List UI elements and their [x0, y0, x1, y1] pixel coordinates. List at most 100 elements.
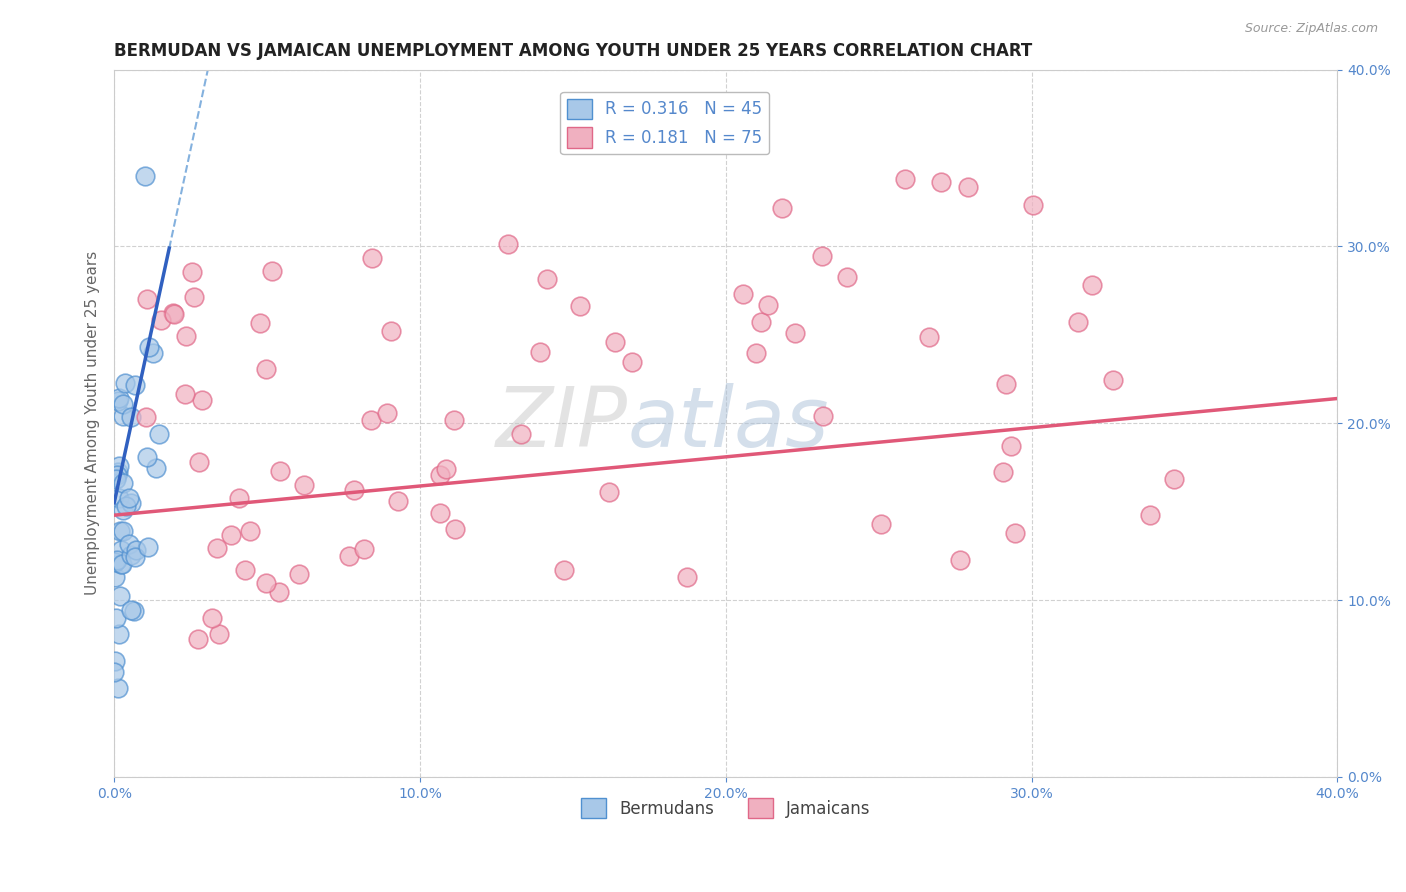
Point [811, 409, 834, 424]
Point [956, 179, 979, 194]
Point [929, 175, 952, 189]
Point [260, 264, 283, 278]
Point [949, 553, 972, 567]
Point [994, 376, 1017, 391]
Point [120, 548, 142, 562]
Point [770, 201, 793, 215]
Point [536, 271, 558, 285]
Point [110, 543, 132, 558]
Point [1081, 277, 1104, 292]
Point [107, 465, 129, 479]
Point [208, 627, 231, 641]
Point [105, 472, 128, 486]
Point [107, 394, 129, 409]
Point [387, 493, 409, 508]
Point [1022, 198, 1045, 212]
Point [110, 558, 132, 572]
Point [893, 172, 915, 186]
Point [443, 413, 465, 427]
Point [337, 549, 360, 563]
Point [183, 290, 205, 304]
Point [756, 298, 779, 312]
Point [108, 392, 131, 406]
Point [105, 611, 128, 625]
Legend: Bermudans, Jamaicans: Bermudans, Jamaicans [575, 791, 877, 825]
Point [553, 563, 575, 577]
Point [249, 317, 271, 331]
Point [124, 378, 146, 392]
Point [187, 632, 209, 646]
Text: BERMUDAN VS JAMAICAN UNEMPLOYMENT AMONG YOUTH UNDER 25 YEARS CORRELATION CHART: BERMUDAN VS JAMAICAN UNEMPLOYMENT AMONG … [114, 42, 1032, 60]
Point [270, 464, 292, 478]
Point [205, 541, 228, 556]
Y-axis label: Unemployment Among Youth under 25 years: Unemployment Among Youth under 25 years [86, 252, 100, 595]
Point [163, 308, 186, 322]
Point [136, 292, 159, 306]
Point [118, 537, 141, 551]
Point [105, 468, 128, 483]
Point [360, 413, 382, 427]
Point [162, 306, 184, 320]
Point [107, 458, 129, 473]
Point [605, 334, 627, 349]
Point [267, 585, 290, 599]
Point [361, 252, 384, 266]
Point [107, 681, 129, 695]
Point [174, 329, 197, 343]
Point [135, 410, 157, 425]
Point [104, 570, 127, 584]
Point [108, 627, 131, 641]
Point [111, 503, 134, 517]
Point [991, 465, 1014, 479]
Point [233, 563, 256, 577]
Point [181, 265, 204, 279]
Point [108, 589, 131, 603]
Point [148, 426, 170, 441]
Point [620, 355, 643, 369]
Text: atlas: atlas [628, 383, 830, 464]
Point [569, 300, 592, 314]
Point [191, 393, 214, 408]
Point [134, 169, 156, 183]
Point [811, 249, 834, 263]
Point [120, 410, 142, 425]
Point [918, 330, 941, 344]
Point [120, 496, 142, 510]
Point [118, 491, 141, 506]
Point [1102, 374, 1125, 388]
Point [103, 665, 125, 680]
Point [112, 409, 135, 423]
Point [254, 361, 277, 376]
Point [429, 506, 451, 520]
Point [201, 611, 224, 625]
Point [509, 427, 531, 442]
Point [110, 557, 132, 571]
Point [120, 602, 142, 616]
Point [104, 654, 127, 668]
Point [529, 344, 551, 359]
Point [254, 575, 277, 590]
Point [343, 483, 366, 497]
Point [114, 376, 136, 390]
Point [287, 566, 309, 581]
Text: Source: ZipAtlas.com: Source: ZipAtlas.com [1244, 22, 1378, 36]
Point [353, 541, 375, 556]
Point [676, 570, 699, 584]
Point [434, 462, 457, 476]
Point [496, 236, 519, 251]
Point [125, 542, 148, 557]
Point [221, 528, 243, 542]
Point [1004, 526, 1026, 541]
Point [870, 516, 893, 531]
Text: ZIP: ZIP [496, 383, 628, 464]
Point [294, 477, 316, 491]
Point [138, 340, 160, 354]
Point [749, 314, 772, 328]
Point [115, 499, 138, 513]
Point [598, 485, 620, 500]
Point [105, 553, 128, 567]
Point [122, 604, 145, 618]
Point [228, 491, 250, 505]
Point [1000, 439, 1022, 453]
Point [239, 524, 262, 538]
